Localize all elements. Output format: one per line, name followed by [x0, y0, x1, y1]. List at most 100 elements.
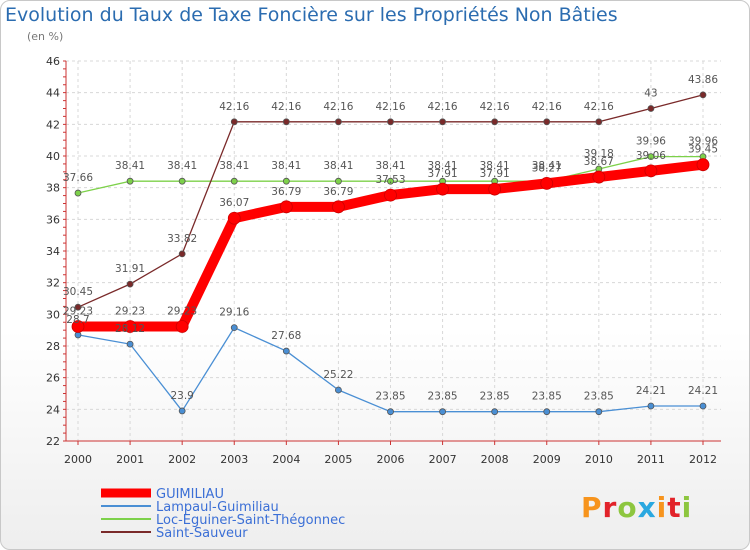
data-label: 37.53 — [375, 174, 405, 186]
data-labels: 29.23 29.23 29.23 36.07 36.79 36.79 37.53 37.91… — [63, 74, 718, 403]
data-label: 42.16 — [428, 101, 458, 113]
proxiti-logo: Proxiti — [581, 491, 692, 524]
y-tick-label: 44 — [46, 87, 60, 100]
x-tick-label: 2004 — [272, 453, 300, 466]
data-label: 38.41 — [323, 160, 353, 172]
data-label: 37.91 — [428, 168, 458, 180]
data-point — [178, 250, 186, 258]
data-point — [592, 170, 606, 184]
logo-letter: i — [656, 491, 668, 524]
data-label: 23.85 — [532, 391, 562, 403]
data-label: 39.18 — [584, 148, 614, 160]
y-tick-label: 38 — [46, 182, 60, 195]
grid — [66, 60, 721, 442]
y-tick-label: 40 — [46, 150, 60, 163]
data-point — [387, 177, 394, 185]
data-point — [230, 324, 238, 332]
data-point — [335, 386, 342, 394]
data-point — [699, 91, 707, 99]
data-label: 42.16 — [480, 101, 510, 113]
y-tick-label: 22 — [46, 435, 60, 448]
data-point — [178, 407, 186, 415]
legend: GUIMILIAULampaul-GuimiliauLoc-Eguiner-Sa… — [101, 487, 345, 541]
x-tick-label: 2000 — [64, 453, 92, 466]
x-tick-label: 2012 — [689, 453, 717, 466]
y-tick-label: 24 — [46, 403, 60, 416]
data-label: 27.68 — [271, 330, 301, 342]
y-tick-label: 30 — [46, 308, 60, 321]
data-point — [123, 320, 137, 333]
data-label: 28.7 — [66, 314, 89, 326]
data-label: 43 — [644, 88, 657, 100]
data-label: 38.41 — [271, 160, 301, 172]
data-label: 38.41 — [480, 160, 510, 172]
data-label: 42.16 — [532, 101, 562, 113]
data-point — [491, 118, 499, 126]
logo-letter: t — [667, 491, 682, 524]
data-point — [387, 408, 394, 416]
x-tick-label: 2008 — [481, 453, 509, 466]
data-point — [230, 177, 238, 185]
data-label: 38.27 — [532, 162, 562, 174]
data-point — [491, 408, 499, 416]
data-label: 42.16 — [584, 101, 614, 113]
data-label: 23.85 — [375, 391, 405, 403]
data-point — [595, 118, 603, 126]
x-tick-label: 2005 — [324, 453, 352, 466]
logo-letter: P — [581, 491, 603, 524]
data-label: 23.85 — [428, 391, 458, 403]
x-tick-label: 2009 — [533, 453, 561, 466]
data-point — [282, 118, 290, 126]
data-label: 29.23 — [167, 306, 197, 318]
data-label: 42.16 — [375, 101, 405, 113]
legend-label: GUIMILIAU — [156, 487, 224, 502]
data-label: 36.79 — [271, 186, 301, 198]
y-tick-label: 36 — [46, 213, 60, 226]
data-label: 37.66 — [63, 172, 93, 184]
data-point — [647, 153, 655, 161]
data-label: 38.41 — [532, 160, 562, 172]
data-point — [335, 177, 342, 185]
unit-label: (en %) — [27, 30, 64, 43]
data-label: 23.85 — [584, 391, 614, 403]
data-point — [439, 118, 446, 126]
data-label: 28.12 — [115, 323, 145, 335]
y-tick-label: 46 — [46, 55, 60, 68]
legend-label: Saint-Sauveur — [156, 526, 248, 541]
data-label: 38.41 — [167, 160, 197, 172]
data-label: 43.86 — [688, 74, 718, 86]
data-point — [647, 402, 655, 410]
data-point — [647, 105, 655, 112]
data-label: 23.85 — [480, 391, 510, 403]
data-point — [387, 118, 394, 126]
data-point — [335, 118, 342, 126]
data-label: 39.96 — [636, 136, 666, 148]
logo-letter: r — [602, 491, 618, 524]
data-label: 33.82 — [167, 233, 197, 245]
data-label: 39.96 — [688, 136, 718, 148]
y-tick-label: 28 — [46, 340, 60, 353]
y-tick-label: 34 — [46, 245, 60, 258]
x-tick-label: 2006 — [377, 453, 405, 466]
data-label: 42.16 — [323, 101, 353, 113]
data-point — [126, 177, 134, 185]
x-tick-label: 2010 — [585, 453, 613, 466]
data-label: 39.45 — [688, 144, 718, 156]
data-point — [126, 340, 134, 348]
legend-label: Lampaul-Guimiliau — [156, 500, 279, 515]
data-point — [74, 303, 82, 311]
y-tick-label: 32 — [46, 277, 60, 290]
logo-letter: i — [681, 491, 693, 524]
data-label: 29.23 — [115, 306, 145, 318]
data-point — [227, 211, 241, 225]
data-point — [282, 347, 290, 355]
data-point — [696, 158, 710, 172]
data-label: 24.21 — [688, 385, 718, 397]
axes: 22 24 26 28 30 32 34 36 38 40 42 44 46 2000 2001 2002 20… — [46, 55, 721, 466]
data-label: 37.91 — [480, 168, 510, 180]
y-tick-label: 42 — [46, 118, 60, 131]
data-point — [74, 189, 82, 197]
data-point — [595, 408, 603, 416]
y-tick-label: 26 — [46, 372, 60, 385]
